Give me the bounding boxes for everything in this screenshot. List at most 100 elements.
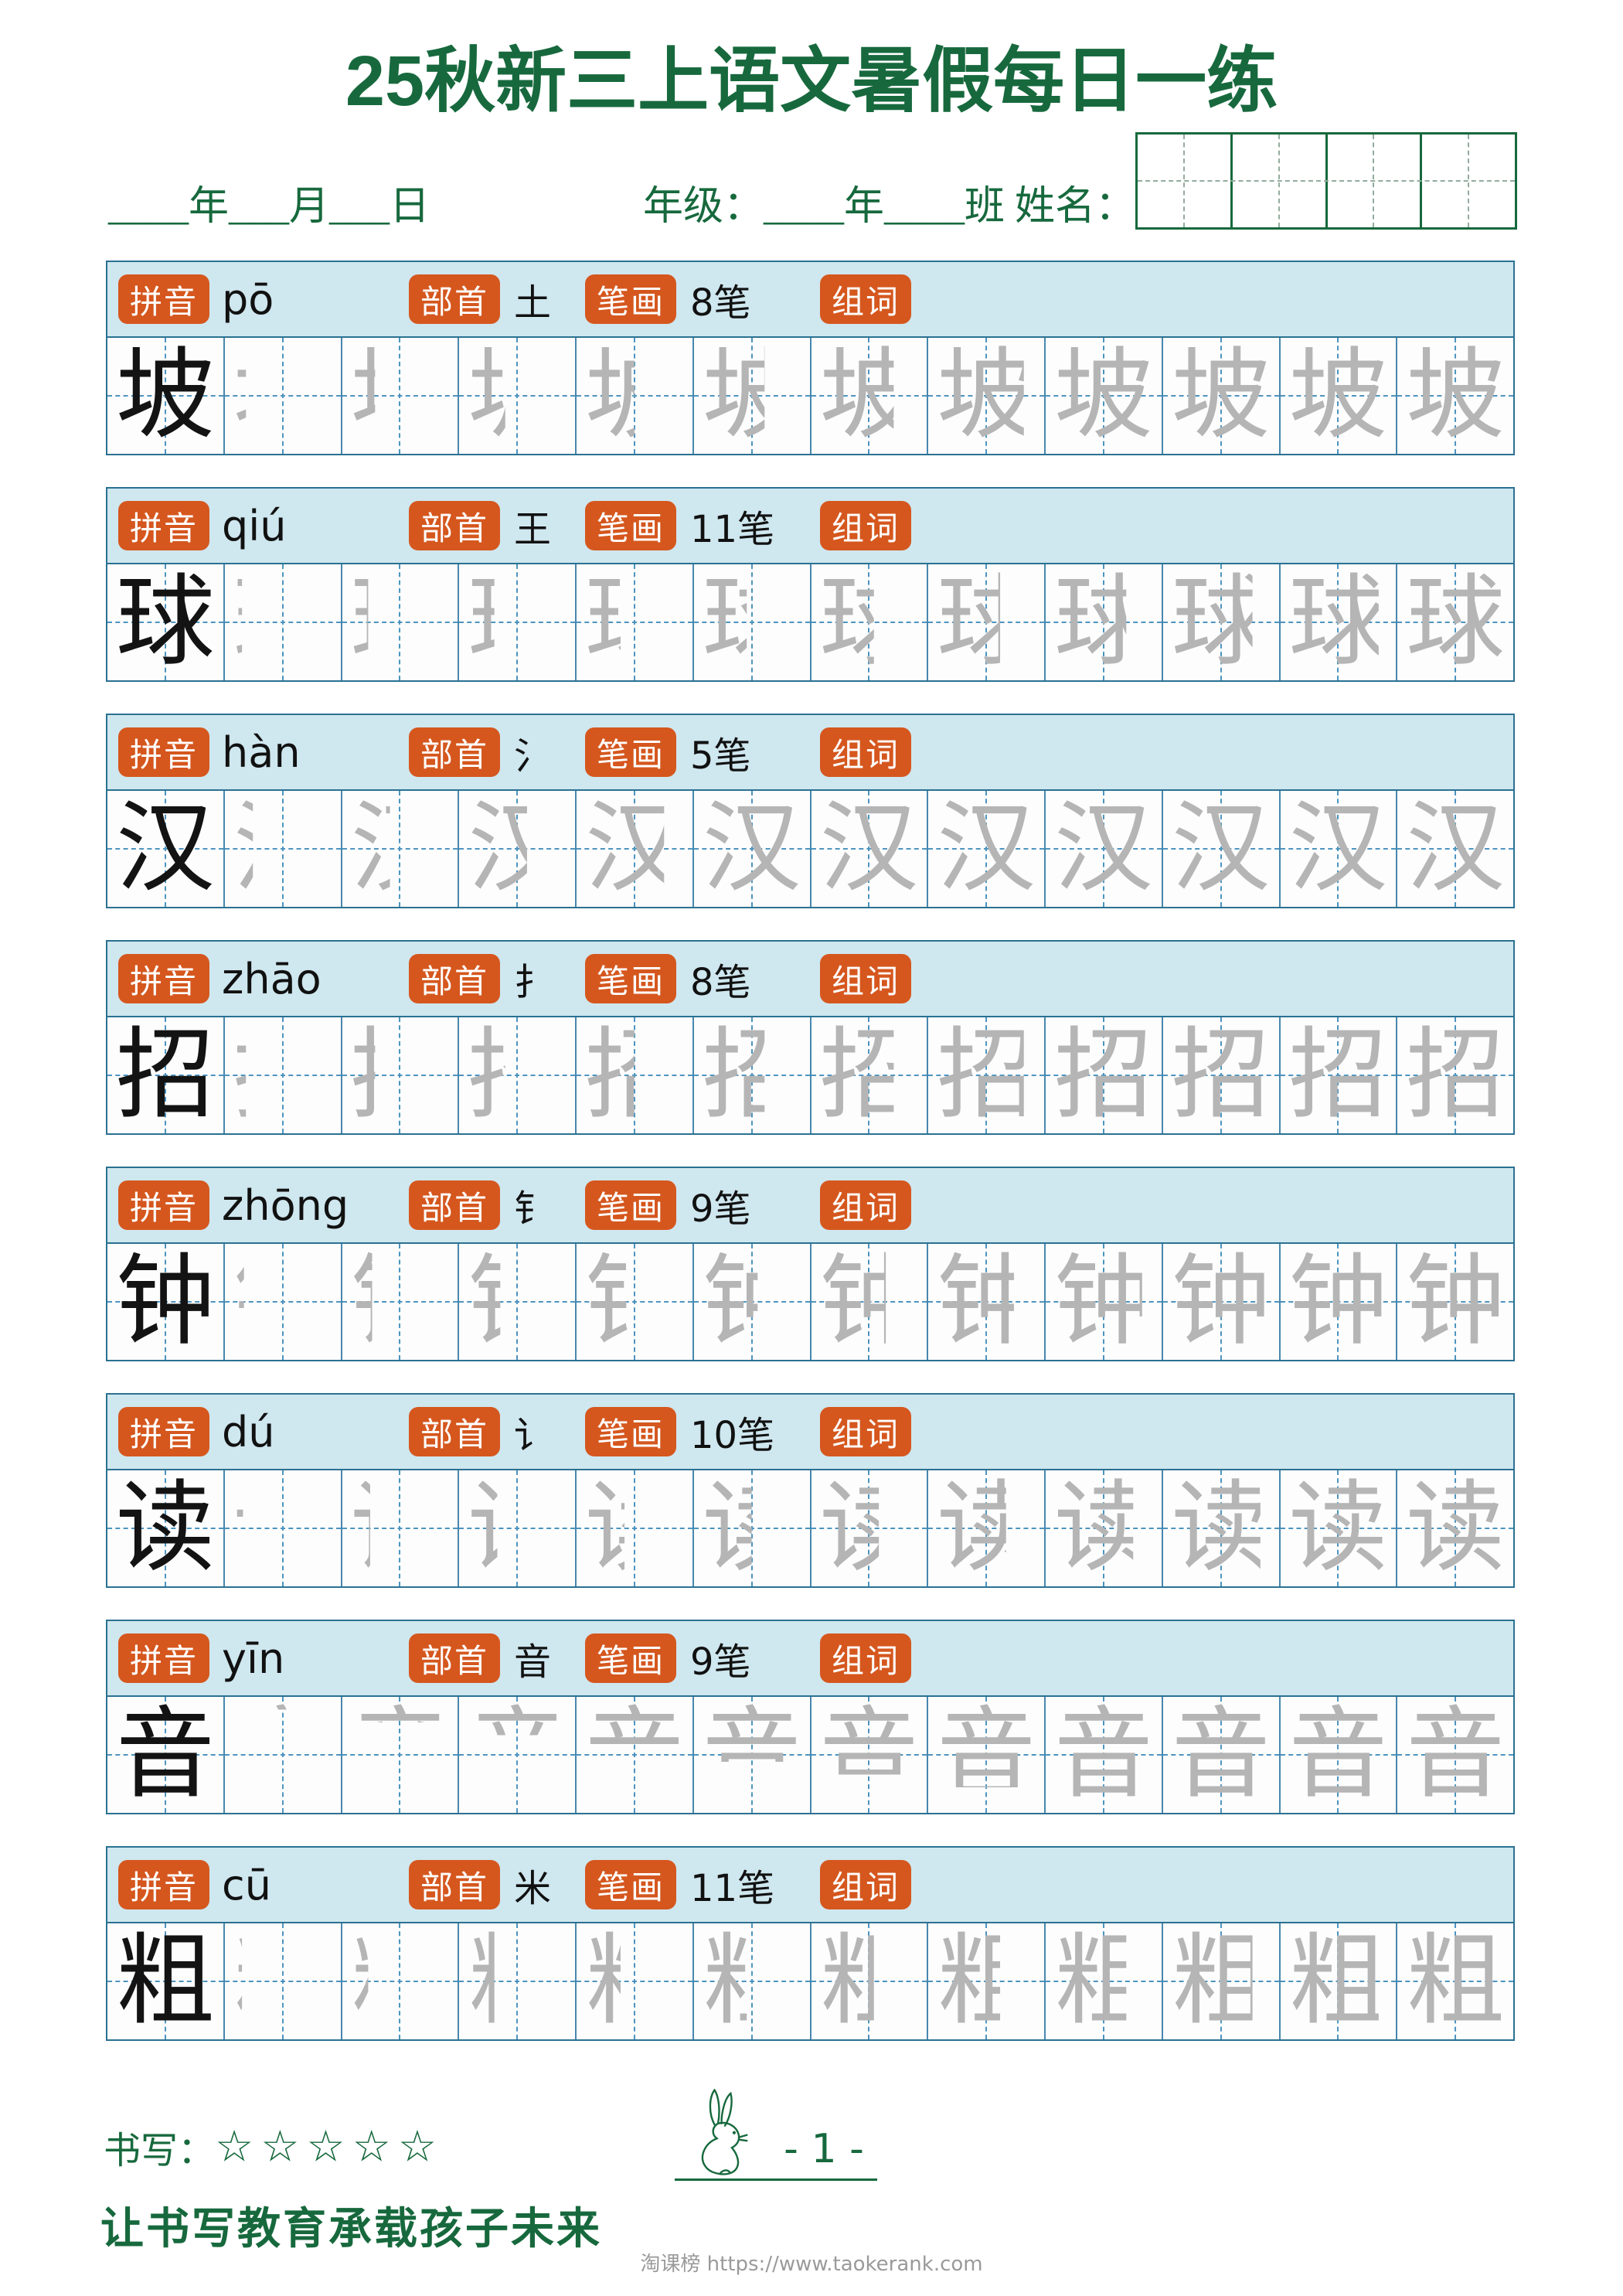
practice-cell: 粗: [1280, 1923, 1398, 2039]
trace-character: 坡: [233, 341, 332, 451]
practice-cell: 招: [1280, 1017, 1398, 1133]
practice-cell: 钟: [224, 1244, 342, 1360]
trace-character: 球: [819, 567, 919, 677]
trace-character: 钟: [468, 1247, 567, 1357]
rating-label: 书写：: [104, 2131, 216, 2172]
practice-grid-row: 汉汉汉汉汉汉汉汉汉汉汉汉: [107, 791, 1513, 907]
practice-cell: 坡: [693, 338, 812, 454]
practice-cell: 球: [577, 564, 694, 680]
trace-character: 音: [1406, 1700, 1506, 1810]
practice-cell: 读: [1280, 1470, 1398, 1586]
strokes-badge: 笔画: [585, 274, 676, 324]
trace-character: 招: [1288, 1020, 1388, 1130]
trace-character: 钟: [1171, 1247, 1271, 1357]
trace-character: 汉: [1288, 794, 1388, 904]
pinyin-badge: 拼音: [118, 1633, 209, 1683]
block-header: 拼音 qiú 部首王笔画 11笔 组词: [107, 489, 1513, 564]
pinyin-badge: 拼音: [118, 501, 209, 550]
date-blank-line: ____年___月___日: [108, 185, 430, 229]
radical-badge: 部首: [409, 1407, 500, 1456]
words-badge: 组词: [820, 1407, 911, 1456]
trace-character: 汉: [1053, 794, 1153, 904]
trace-character: 读: [350, 1473, 450, 1583]
strokes-badge: 笔画: [585, 1180, 676, 1230]
trace-character: 坡: [1171, 341, 1271, 451]
radical-value: 扌: [514, 962, 552, 1003]
trace-character: 音: [1288, 1700, 1388, 1810]
practice-cell: 坡: [811, 338, 929, 454]
words-badge: 组词: [820, 1633, 911, 1683]
trace-character: 读: [1288, 1473, 1388, 1583]
trace-character: 钟: [937, 1247, 1036, 1357]
trace-character: 汉: [468, 794, 567, 904]
practice-cell: 音: [693, 1697, 812, 1813]
pinyin-value: qiú: [222, 501, 287, 550]
model-character: 读: [115, 1473, 215, 1583]
model-character: 钟: [115, 1247, 215, 1357]
strokes-badge: 笔画: [585, 1407, 676, 1456]
model-character-cell: 读: [107, 1470, 225, 1586]
trace-character: 读: [1406, 1473, 1506, 1583]
strokes-value: 11笔: [690, 508, 775, 551]
practice-cell: 汉: [693, 791, 812, 907]
practice-cell: 汉: [811, 791, 929, 907]
rating-stars: ☆☆☆☆☆: [215, 2121, 444, 2172]
grade-name-line: 年级：____年____班 姓名：: [643, 185, 1136, 229]
words-badge: 组词: [820, 501, 911, 550]
practice-cell: 钟: [1397, 1244, 1513, 1360]
practice-cell: 汉: [459, 791, 577, 907]
strokes-badge: 笔画: [585, 1633, 676, 1683]
trace-character: 粗: [1053, 1926, 1153, 2036]
practice-cell: 读: [577, 1470, 694, 1586]
practice-cell: 坡: [1397, 338, 1513, 454]
practice-cell: 音: [459, 1697, 577, 1813]
trace-character: 粗: [1288, 1926, 1388, 2036]
practice-block: 拼音 dú 部首讠笔画 10笔 组词读读读读读读读读读读读读: [106, 1393, 1515, 1588]
model-character-cell: 钟: [107, 1244, 225, 1360]
radical-value: 土: [514, 283, 552, 324]
practice-grid-row: 招招招招招招招招招招招招: [107, 1017, 1513, 1133]
practice-cell: 坡: [459, 338, 577, 454]
radical-badge: 部首: [409, 501, 500, 550]
words-badge: 组词: [820, 1860, 911, 1909]
practice-cell: 读: [1397, 1470, 1513, 1586]
practice-cell: 球: [811, 564, 929, 680]
rabbit-icon: [685, 2088, 756, 2179]
trace-character: 读: [584, 1473, 684, 1583]
practice-cell: 读: [928, 1470, 1046, 1586]
trace-character: 招: [1053, 1020, 1153, 1130]
trace-character: 音: [1171, 1700, 1271, 1810]
pinyin-badge: 拼音: [118, 954, 209, 1003]
trace-character: 球: [702, 567, 801, 677]
practice-cell: 读: [1162, 1470, 1281, 1586]
name-grid-cell: [1233, 135, 1328, 227]
practice-cell: 汉: [342, 791, 460, 907]
pinyin-badge: 拼音: [118, 1407, 209, 1456]
trace-character: 球: [584, 567, 684, 677]
pinyin-value: zhōng: [222, 1180, 349, 1230]
model-character-cell: 音: [107, 1697, 225, 1813]
practice-cell: 招: [811, 1017, 929, 1133]
practice-cell: 粗: [1162, 1923, 1281, 2039]
model-character-cell: 坡: [107, 338, 225, 454]
trace-character: 读: [702, 1473, 801, 1583]
trace-character: 钟: [350, 1247, 450, 1357]
practice-block: 拼音 zhāo 部首扌笔画 8笔 组词招招招招招招招招招招招招: [106, 940, 1515, 1135]
page-title: 25秋新三上语文暑假每日一练: [345, 42, 1278, 121]
trace-character: 坡: [1053, 341, 1153, 451]
trace-character: 球: [1053, 567, 1153, 677]
watermark-link[interactable]: 淘课榜 https://www.taokerank.com: [640, 2253, 983, 2276]
practice-grid-row: 钟钟钟钟钟钟钟钟钟钟钟钟: [107, 1244, 1513, 1360]
block-header: 拼音 yīn 部首音笔画 9笔 组词: [107, 1621, 1513, 1697]
radical-value: 讠: [514, 1415, 552, 1456]
practice-grid-row: 坡坡坡坡坡坡坡坡坡坡坡坡: [107, 338, 1513, 454]
practice-block: 拼音 hàn 部首氵笔画 5笔 组词汉汉汉汉汉汉汉汉汉汉汉汉: [106, 714, 1515, 908]
trace-character: 读: [1053, 1473, 1153, 1583]
trace-character: 坡: [468, 341, 567, 451]
model-character: 粗: [115, 1926, 215, 2036]
practice-cell: 读: [1046, 1470, 1163, 1586]
practice-cell: 钟: [1162, 1244, 1281, 1360]
page-number-underline: [675, 2178, 877, 2181]
practice-cell: 球: [1280, 564, 1398, 680]
trace-character: 球: [350, 567, 450, 677]
